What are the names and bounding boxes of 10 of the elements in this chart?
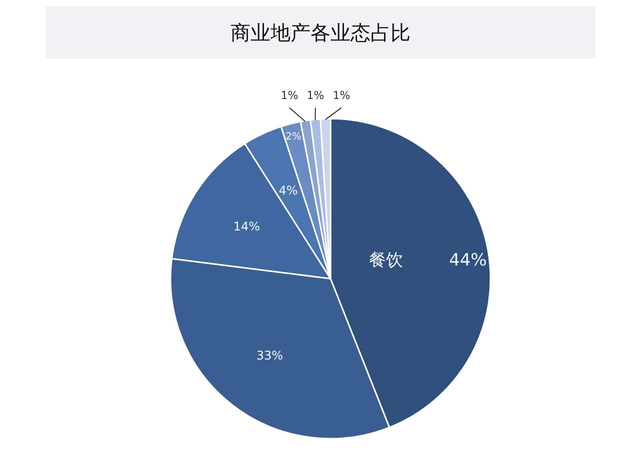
slice-label: 餐饮 <box>368 250 403 270</box>
data-label: 1% <box>306 88 324 102</box>
data-label: 14% <box>233 219 260 234</box>
data-label: 44% <box>449 250 487 270</box>
data-label: 4% <box>278 183 298 198</box>
data-label: 2% <box>286 132 302 143</box>
data-label: 33% <box>256 348 284 363</box>
data-label: 1% <box>280 88 298 102</box>
chart-title: 商业地产各业态占比 <box>230 20 410 44</box>
data-label: 1% <box>332 88 350 102</box>
